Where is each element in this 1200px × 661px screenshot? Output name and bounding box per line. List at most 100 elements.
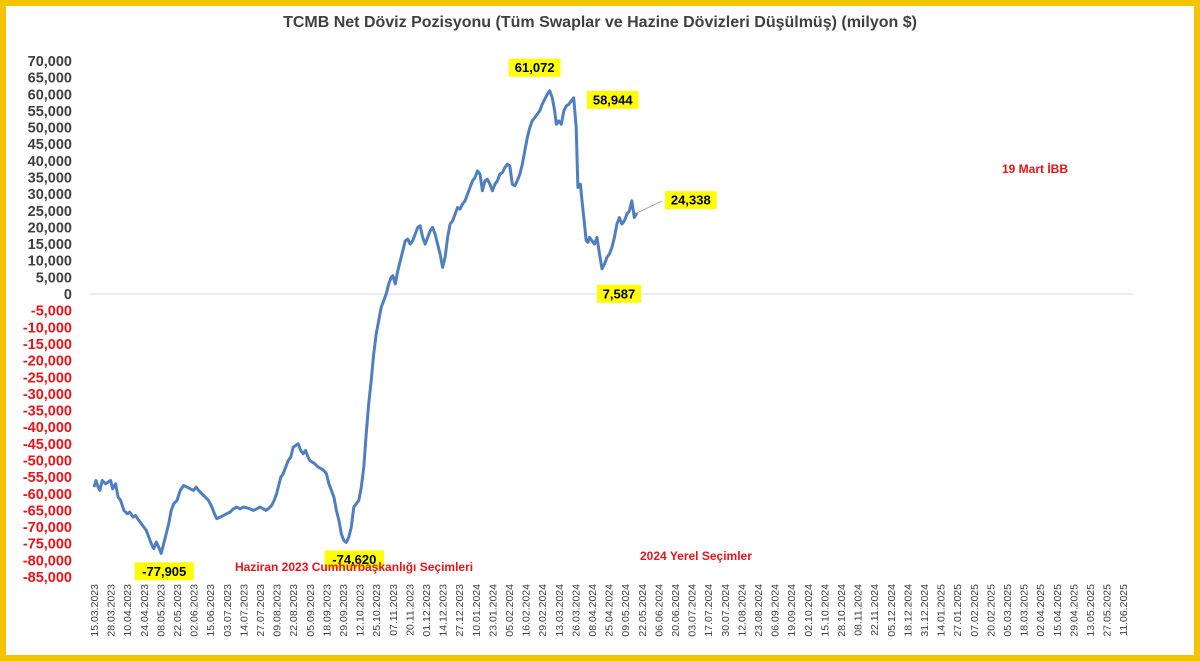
value-label-bg <box>665 191 717 210</box>
x-tick-label: 08.05.2023 <box>155 584 167 637</box>
y-tick-label: 65,000 <box>28 71 72 87</box>
x-tick-label: 14.12.2023 <box>438 584 450 637</box>
y-tick-label: 60,000 <box>28 87 72 103</box>
x-tick-label: 18.12.2024 <box>902 584 914 637</box>
x-tick-label: 23.08.2024 <box>753 584 765 637</box>
x-tick-label: 10.01.2024 <box>471 584 483 637</box>
y-tick-label: 30,000 <box>28 187 72 203</box>
x-tick-label: 22.11.2024 <box>869 584 881 636</box>
y-axis: 70,00065,00060,00055,00050,00045,00040,0… <box>23 54 72 586</box>
value-label: -74,620 <box>332 552 376 567</box>
annotation: 2024 Yerel Seçimler <box>640 549 752 563</box>
y-tick-label: 5,000 <box>36 270 72 286</box>
x-tick-label: 22.05.2023 <box>172 584 184 637</box>
value-label-bg <box>596 284 641 303</box>
y-tick-label: 45,000 <box>28 137 72 153</box>
y-tick-label: 55,000 <box>28 104 72 120</box>
x-tick-label: 27.12.2023 <box>454 584 466 637</box>
x-tick-label: 18.09.2023 <box>321 584 333 637</box>
x-tick-label: 28.10.2024 <box>836 584 848 637</box>
x-tick-label: 06.06.2024 <box>653 584 665 637</box>
x-tick-label: 12.08.2024 <box>736 584 748 637</box>
value-label-bg <box>324 550 384 569</box>
x-tick-label: 27.07.2023 <box>255 584 267 637</box>
x-tick-label: 27.01.2025 <box>952 584 964 637</box>
x-tick-label: 09.08.2023 <box>272 584 284 637</box>
x-tick-label: 02.06.2023 <box>189 584 201 637</box>
x-tick-label: 28.03.2023 <box>106 584 118 637</box>
x-tick-label: 25.10.2023 <box>371 584 383 637</box>
y-tick-label: -85,000 <box>23 570 72 586</box>
value-label: 58,944 <box>593 92 634 107</box>
x-tick-label: 15.06.2023 <box>205 584 217 637</box>
chart-title: TCMB Net Döviz Pozisyonu (Tüm Swaplar ve… <box>283 14 917 31</box>
x-tick-label: 22.08.2023 <box>288 584 300 637</box>
x-tick-label: 03.07.2023 <box>222 584 234 637</box>
x-tick-label: 10.04.2023 <box>122 584 134 637</box>
y-tick-label: 70,000 <box>28 54 72 70</box>
y-tick-label: -65,000 <box>23 503 72 519</box>
y-tick-label: 40,000 <box>28 154 72 170</box>
x-tick-label: 13.03.2024 <box>554 584 566 637</box>
y-tick-label: -25,000 <box>23 370 72 386</box>
x-tick-label: 07.11.2023 <box>388 584 400 636</box>
last-value-leader <box>636 200 663 214</box>
y-tick-label: -75,000 <box>23 537 72 553</box>
annotations: Haziran 2023 Cumhurbaşkanlığı Seçimleri 2… <box>235 161 1068 574</box>
x-tick-label: 18.03.2025 <box>1019 584 1031 637</box>
y-tick-label: -80,000 <box>23 553 72 569</box>
y-tick-label: 15,000 <box>28 237 72 253</box>
x-tick-label: 08.11.2024 <box>853 584 865 636</box>
x-tick-label: 12.10.2023 <box>355 584 367 637</box>
x-tick-label: 15.10.2024 <box>819 584 831 637</box>
x-tick-label: 26.03.2024 <box>570 584 582 637</box>
y-tick-label: -10,000 <box>23 320 72 336</box>
x-tick-label: 17.07.2024 <box>703 584 715 637</box>
value-label: -77,905 <box>142 564 186 579</box>
value-label-bg <box>508 58 561 77</box>
value-label: 61,072 <box>515 60 555 75</box>
value-label: 24,338 <box>671 193 711 208</box>
x-tick-label: 05.12.2024 <box>886 584 898 637</box>
y-tick-label: -70,000 <box>23 520 72 536</box>
annotation: 19 Mart İBB <box>1002 161 1068 176</box>
y-tick-label: -35,000 <box>23 404 72 420</box>
x-tick-label: 30.07.2024 <box>720 584 732 637</box>
x-tick-label: 16.02.2024 <box>521 584 533 637</box>
annotation: Haziran 2023 Cumhurbaşkanlığı Seçimleri <box>235 560 473 574</box>
y-tick-label: 20,000 <box>28 220 72 236</box>
x-tick-label: 11.06.2025 <box>1118 584 1130 636</box>
value-label: 7,587 <box>603 286 636 301</box>
x-tick-label: 01.12.2023 <box>421 584 433 637</box>
y-tick-label: -60,000 <box>23 487 72 503</box>
x-tick-label: 29.04.2025 <box>1068 584 1080 637</box>
x-tick-label: 13.05.2025 <box>1085 584 1097 637</box>
x-tick-label: 19.09.2024 <box>786 584 798 637</box>
x-tick-label: 23.01.2024 <box>487 584 499 637</box>
x-tick-label: 08.04.2024 <box>587 584 599 637</box>
x-tick-label: 20.06.2024 <box>670 584 682 637</box>
y-tick-label: -15,000 <box>23 337 72 353</box>
value-label-bg <box>586 90 639 109</box>
x-tick-label: 06.09.2024 <box>770 584 782 637</box>
y-tick-label: -20,000 <box>23 354 72 370</box>
y-tick-label: 35,000 <box>28 171 72 187</box>
x-tick-label: 05.09.2023 <box>305 584 317 637</box>
x-tick-label: 05.02.2024 <box>504 584 516 637</box>
y-tick-label: -50,000 <box>23 453 72 469</box>
y-tick-label: -45,000 <box>23 437 72 453</box>
x-axis: 15.03.2023 28.03.2023 10.04.2023 24.04.2023… <box>89 584 1130 637</box>
x-tick-label: 09.05.2024 <box>620 584 632 637</box>
x-tick-label: 29.02.2024 <box>537 584 549 637</box>
x-tick-label: 31.12.2024 <box>919 584 931 637</box>
x-tick-label: 20.02.2025 <box>985 584 997 637</box>
y-tick-label: -30,000 <box>23 387 72 403</box>
x-tick-label: 05.03.2025 <box>1002 584 1014 637</box>
x-tick-label: 27.05.2025 <box>1102 584 1114 637</box>
x-tick-label: 15.03.2023 <box>89 584 101 637</box>
y-tick-label: -5,000 <box>31 304 72 320</box>
x-tick-label: 24.04.2023 <box>139 584 151 637</box>
y-tick-label: 50,000 <box>28 121 72 137</box>
